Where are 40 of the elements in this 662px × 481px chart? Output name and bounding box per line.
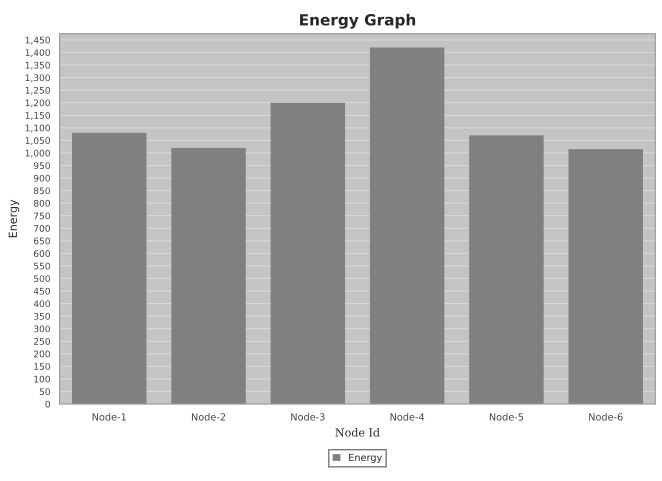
x-tick-label: Node-4	[390, 413, 424, 421]
y-tick-label: 650	[34, 238, 50, 244]
y-tick-label: 1,050	[26, 137, 50, 145]
y-tick-label: 0	[45, 400, 50, 408]
y-tick-label: 1,300	[26, 74, 50, 82]
x-tick-label: Node-2	[192, 413, 226, 421]
y-tick-label: 1,100	[26, 124, 50, 132]
y-tick-label: 300	[34, 325, 50, 332]
y-tick-label: 350	[34, 312, 50, 320]
y-tick-label: 1,200	[26, 99, 50, 108]
y-axis-title: Energy	[8, 200, 20, 238]
y-tick-label: 500	[34, 275, 50, 282]
x-axis-title: Node Id	[335, 428, 380, 437]
y-tick-label: 1,000	[26, 150, 50, 158]
y-tick-label: 1,400	[26, 49, 50, 57]
y-tick-label: 600	[34, 250, 50, 257]
y-tick-label: 900	[34, 174, 50, 182]
y-tick-label: 1,350	[26, 62, 50, 70]
x-tick-label: Node-6	[589, 413, 623, 421]
y-tick-label: 1,450	[26, 36, 50, 44]
y-tick-label: 700	[34, 225, 50, 232]
y-tick-label: 200	[34, 350, 50, 358]
y-tick-label: 1,150	[26, 112, 50, 120]
y-tick-label: 250	[34, 338, 50, 345]
x-tick-label: Node-5	[490, 413, 524, 421]
y-tick-label: 1,250	[26, 86, 50, 95]
x-tick-label: Node-1	[92, 413, 126, 421]
y-tick-label: 850	[34, 187, 50, 194]
y-tick-label: 400	[34, 300, 50, 308]
y-tick-label: 550	[34, 262, 50, 270]
legend-label: Energy	[349, 454, 382, 463]
y-tick-label: 450	[34, 288, 50, 295]
y-tick-label: 50	[40, 388, 50, 396]
x-tick-label: Node-3	[291, 413, 325, 421]
chart-title: Energy Graph	[300, 14, 416, 29]
y-tick-label: 800	[34, 200, 50, 207]
y-tick-label: 150	[34, 363, 50, 370]
y-tick-label: 750	[34, 212, 50, 220]
y-tick-label: 950	[34, 162, 50, 170]
y-tick-label: 100	[34, 376, 50, 382]
